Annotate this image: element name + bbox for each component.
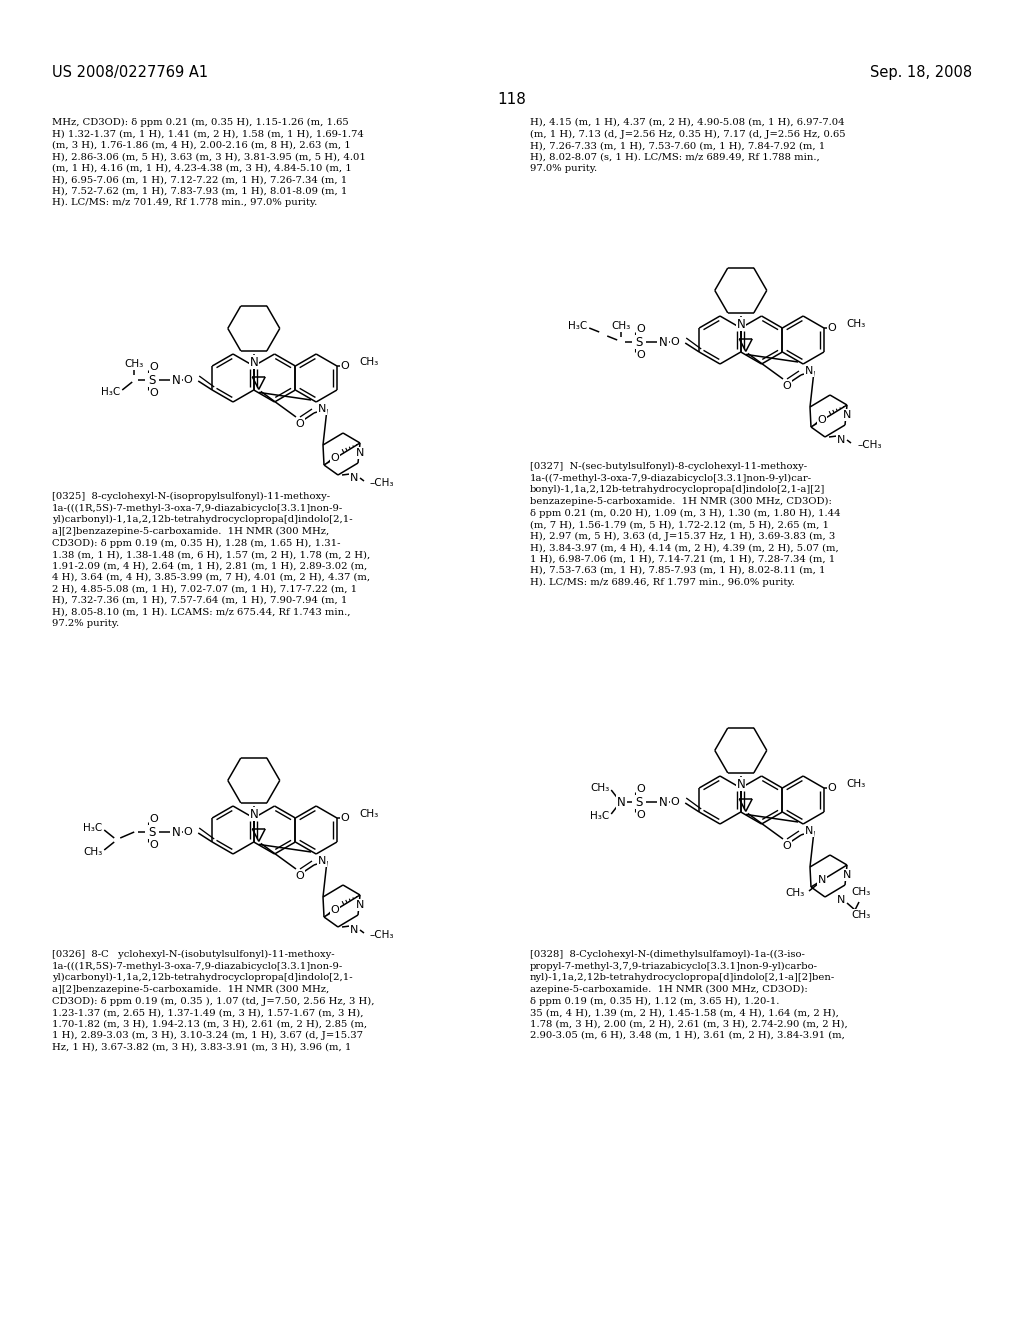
Text: –CH₃: –CH₃ [370,478,394,488]
Text: O: O [637,323,645,334]
Text: N: N [317,855,327,866]
Text: O: O [184,375,193,385]
Text: N: N [172,374,180,387]
Text: O: O [331,453,339,463]
Polygon shape [324,907,337,917]
Text: N: N [843,411,851,420]
Text: S: S [636,335,643,348]
Text: CH₃: CH₃ [359,809,378,818]
Text: N: N [355,900,365,909]
Text: O: O [150,840,159,850]
Text: N: N [818,875,826,884]
Text: Sep. 18, 2008: Sep. 18, 2008 [869,65,972,79]
Text: –CH₃: –CH₃ [370,931,394,940]
Text: H₃C: H₃C [590,810,609,821]
Text: N: N [843,870,851,880]
Text: N: N [616,796,626,808]
Text: N: N [837,895,845,906]
Text: CH₃: CH₃ [125,359,143,370]
Text: CH₃: CH₃ [785,888,805,898]
Text: –CH₃: –CH₃ [857,440,882,450]
Text: N: N [805,366,813,376]
Text: O: O [150,362,159,372]
Text: N: N [172,825,180,838]
Text: CH₃: CH₃ [83,847,102,857]
Text: [0326]  8-C   yclohexyl-N-(isobutylsulfonyl)-11-methoxy-
1a-(((1R,5S)-7-methyl-3: [0326] 8-C yclohexyl-N-(isobutylsulfonyl… [52,950,375,1052]
Text: N: N [355,447,365,458]
Text: O: O [150,814,159,824]
Text: 118: 118 [498,92,526,107]
Text: S: S [148,374,156,387]
Text: O: O [637,810,645,820]
Text: CH₃: CH₃ [359,356,378,367]
Text: N: N [317,404,327,414]
Text: O: O [184,828,193,837]
Text: S: S [636,796,643,808]
Text: CH₃: CH₃ [846,779,865,789]
Text: N: N [250,808,258,821]
Text: O: O [331,906,339,915]
Text: O: O [637,350,645,360]
Text: N: N [658,796,668,808]
Text: O: O [827,783,837,793]
Text: O: O [341,360,349,371]
Text: [0328]  8-Cyclohexyl-N-(dimethylsulfamoyl)-1a-((3-iso-
propyl-7-methyl-3,7,9-tri: [0328] 8-Cyclohexyl-N-(dimethylsulfamoyl… [530,950,848,1040]
Text: CH₃: CH₃ [851,909,870,920]
Text: O: O [296,871,304,880]
Text: O: O [827,323,837,333]
Text: H₃C: H₃C [101,387,120,397]
Text: CH₃: CH₃ [590,783,609,793]
Text: O: O [150,388,159,399]
Text: O: O [341,813,349,822]
Text: N: N [736,318,745,331]
Text: N: N [736,777,745,791]
Text: N: N [350,473,358,483]
Text: O: O [671,797,680,807]
Text: H), 4.15 (m, 1 H), 4.37 (m, 2 H), 4.90-5.08 (m, 1 H), 6.97-7.04
(m, 1 H), 7.13 (: H), 4.15 (m, 1 H), 4.37 (m, 2 H), 4.90-5… [530,117,846,173]
Text: CH₃: CH₃ [846,319,865,329]
Text: H₃C: H₃C [83,822,102,833]
Polygon shape [811,417,824,426]
Text: N: N [658,335,668,348]
Text: S: S [148,825,156,838]
Text: O: O [296,418,304,429]
Text: US 2008/0227769 A1: US 2008/0227769 A1 [52,65,208,79]
Text: CH₃: CH₃ [611,321,631,331]
Text: N: N [350,925,358,935]
Text: O: O [782,381,792,391]
Text: N: N [250,356,258,368]
Text: H₃C: H₃C [568,321,587,331]
Polygon shape [324,455,337,465]
Text: [0327]  N-(sec-butylsulfonyl)-8-cyclohexyl-11-methoxy-
1a-((7-methyl-3-oxa-7,9-d: [0327] N-(sec-butylsulfonyl)-8-cyclohexy… [530,462,841,586]
Text: N: N [805,826,813,836]
Text: O: O [637,784,645,795]
Text: O: O [817,414,826,425]
Text: N: N [837,436,845,445]
Text: [0325]  8-cyclohexyl-N-(isopropylsulfonyl)-11-methoxy-
1a-(((1R,5S)-7-methyl-3-o: [0325] 8-cyclohexyl-N-(isopropylsulfonyl… [52,492,371,628]
Text: O: O [671,337,680,347]
Text: MHz, CD3OD): δ ppm 0.21 (m, 0.35 H), 1.15-1.26 (m, 1.65
H) 1.32-1.37 (m, 1 H), 1: MHz, CD3OD): δ ppm 0.21 (m, 0.35 H), 1.1… [52,117,366,207]
Text: O: O [782,841,792,851]
Text: CH₃: CH₃ [851,887,870,898]
